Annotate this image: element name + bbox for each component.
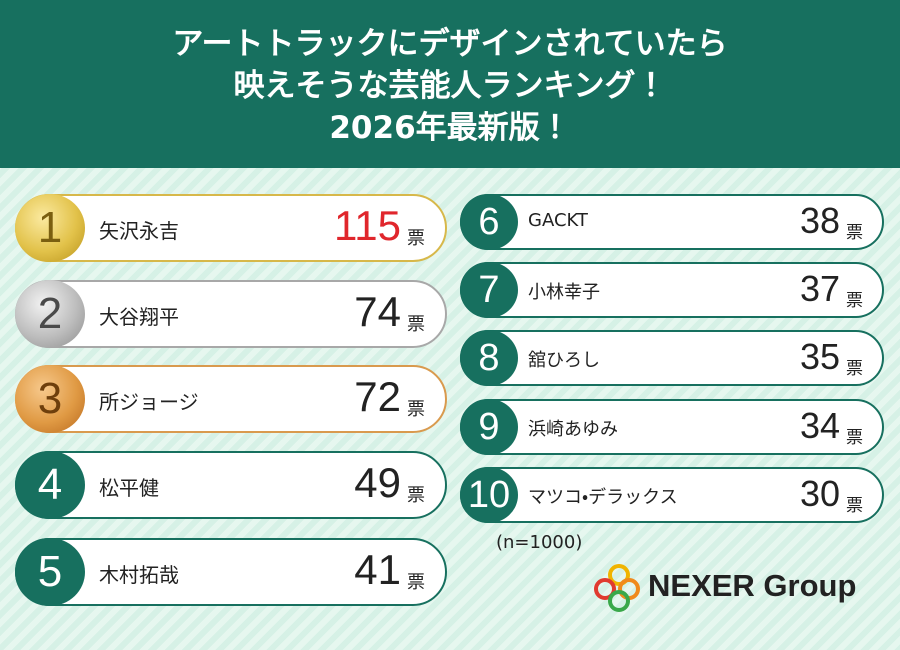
vote-count: 72 [354, 372, 401, 420]
vote-count: 115 [334, 201, 401, 249]
entry-name: 小林幸子 [528, 282, 600, 303]
ranking-card [460, 467, 884, 523]
rank-badge: 4 [15, 451, 85, 519]
rank-badge: 7 [460, 262, 518, 318]
vote-unit: 票 [846, 428, 863, 448]
title-line: アートトラックにデザインされていたら [172, 26, 728, 62]
vote-count: 37 [799, 267, 840, 309]
vote-count: 34 [799, 404, 840, 446]
entry-name: 松平健 [99, 476, 159, 500]
sample-size-note: (n=1000) [496, 532, 583, 553]
vote-unit: 票 [407, 572, 425, 593]
vote-count: 35 [799, 335, 840, 377]
ranking-card [15, 538, 447, 606]
entry-name: 浜崎あゆみ [528, 419, 618, 440]
vote-unit: 票 [846, 291, 863, 311]
ranking-card [460, 194, 884, 250]
ranking-card [460, 262, 884, 318]
entry-name: 木村拓哉 [99, 563, 179, 587]
rank-badge: 3 [15, 365, 85, 433]
rank-badge: 2 [15, 280, 85, 348]
ranking-card [460, 399, 884, 455]
header: アートトラックにデザインされていたら 映えそうな芸能人ランキング！ 2026年最新版… [0, 0, 900, 168]
entry-name: マツコ・デラックス [528, 487, 678, 508]
vote-unit: 票 [407, 314, 425, 335]
rank-badge: 9 [460, 399, 518, 455]
entry-name: 大谷翔平 [99, 305, 179, 329]
vote-unit: 票 [407, 399, 425, 420]
rank-badge: 5 [15, 538, 85, 606]
rank-badge: 10 [460, 467, 518, 523]
rank-badge: 6 [460, 194, 518, 250]
vote-count: 49 [354, 458, 401, 506]
entry-name: GACKT [528, 210, 588, 231]
brand-name: NEXER Group [648, 568, 857, 603]
entry-name: 所ジョージ [99, 390, 199, 414]
ranking-card [15, 451, 447, 519]
vote-unit: 票 [407, 485, 425, 506]
vote-unit: 票 [846, 359, 863, 379]
rank-badge: 8 [460, 330, 518, 386]
vote-unit: 票 [846, 223, 863, 243]
brand-logo [594, 564, 640, 612]
rank-badge: 1 [15, 194, 85, 262]
vote-count: 41 [354, 545, 401, 593]
vote-count: 74 [354, 287, 401, 335]
title-line: 2026年最新版！ [329, 110, 571, 146]
ranking-card [460, 330, 884, 386]
ranking-card [15, 194, 447, 262]
ranking-card [15, 365, 447, 433]
vote-count: 38 [799, 199, 840, 241]
vote-count: 30 [799, 472, 840, 514]
entry-name: 舘ひろし [528, 350, 600, 371]
vote-unit: 票 [846, 496, 863, 516]
title-line: 映えそうな芸能人ランキング！ [233, 68, 667, 104]
vote-unit: 票 [407, 228, 425, 249]
entry-name: 矢沢永吉 [99, 219, 179, 243]
